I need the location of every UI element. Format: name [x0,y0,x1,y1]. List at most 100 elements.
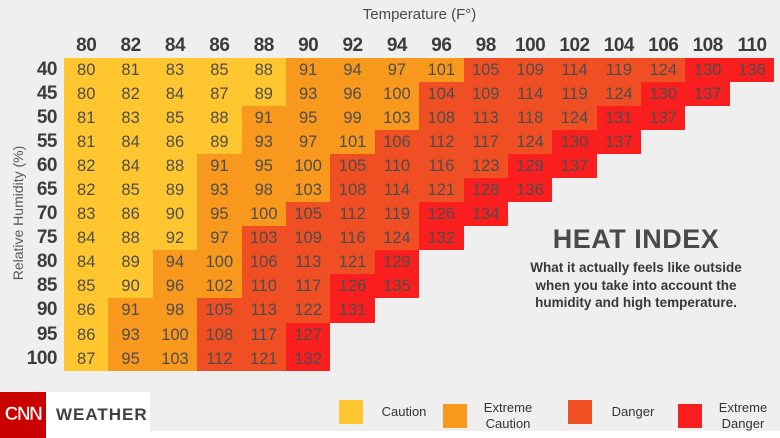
heat-index-cell: 135 [374,274,420,299]
heat-index-cell: 97 [197,226,242,251]
heat-index-cell: 86 [152,130,198,155]
heat-index-cell: 117 [285,274,331,299]
legend-item: Extreme Caution [443,400,540,431]
humidity-row-label: 50 [36,107,58,129]
humidity-row: 100 87 95 103 112 121 132 [0,346,774,371]
heat-index-cell: 130 [685,58,730,83]
heat-index-cell: 124 [596,82,642,107]
heat-index-cell: 101 [330,130,375,155]
humidity-row-label: 95 [36,323,58,345]
heat-index-cell: 121 [330,250,375,275]
heat-index-cell: 93 [241,130,286,155]
heat-index-cell: 126 [330,274,375,299]
heat-index-title: HEAT INDEX [552,224,720,254]
heat-index-cell: 94 [152,250,198,275]
heat-index-cell: 121 [241,346,286,371]
heat-index-cell: 90 [152,202,198,227]
humidity-row: 90 86 91 98 105 113 122 131 [0,298,774,323]
heat-index-cell: 114 [552,58,597,83]
heat-index-cell: 89 [197,130,242,155]
heat-index-cell: 91 [285,58,331,83]
heat-index-cell: 81 [64,130,109,155]
heat-index-cell: 108 [330,178,375,203]
humidity-row-label: 60 [36,155,58,177]
heat-index-cell: 126 [419,202,464,227]
humidity-row: 60 82 84 88 91 95 100 105 110 116 123 129 137 [0,154,774,179]
legend-label: Caution [381,404,427,420]
heat-index-cell: 82 [108,82,153,107]
humidity-row: 45 80 82 84 87 89 93 96 100 104 109 114 119 124 130 137 [0,82,774,107]
heat-index-cell: 81 [108,58,153,83]
temp-header-cell: 110 [737,35,767,56]
humidity-row: 85 85 90 96 102 110 117 126 135 [0,274,774,299]
heat-index-cell: 85 [108,178,153,203]
heat-index-cell: 104 [419,82,464,107]
humidity-row-label: 80 [36,251,58,273]
heat-index-cell: 116 [330,226,375,251]
heat-index-cell: 117 [463,130,508,155]
heat-index-cell: 129 [507,154,553,179]
heat-index-cell: 93 [285,82,331,107]
heat-index-cell: 84 [64,226,109,251]
temp-header-cell: 108 [692,35,724,56]
temp-header-cell: 82 [120,35,142,56]
heat-index-cell: 103 [285,178,331,203]
heat-index-cell: 136 [507,178,553,203]
heat-index-cell: 112 [330,202,375,227]
humidity-row-label: 65 [36,179,58,201]
heat-index-cell: 137 [685,82,730,107]
heat-index-cell: 80 [64,82,109,107]
temp-header-cell: 86 [209,35,230,56]
heat-index-cell: 89 [108,250,153,275]
heat-index-cell: 91 [108,298,153,323]
humidity-row: 65 82 85 89 93 98 103 108 114 121 128 136 [0,178,774,203]
heat-index-cell: 102 [197,274,242,299]
legend-swatch [339,400,363,424]
heat-index-cell: 117 [241,322,286,347]
heat-index-cell: 136 [729,58,775,83]
heat-index-cell: 137 [552,154,597,179]
heat-index-cell: 95 [108,346,153,371]
heat-index-cell: 88 [152,154,198,179]
heat-index-cell: 88 [108,226,153,251]
temp-header-cell: 90 [298,35,319,56]
humidity-row: 50 81 83 85 88 91 95 99 103 108 113 118 124 131 137 [0,106,774,131]
humidity-row: 95 86 93 100 108 117 127 [0,322,774,347]
legend-label: Extreme Danger [718,400,768,431]
temp-header-cell: 92 [342,35,363,56]
heat-index-cell: 109 [285,226,331,251]
heat-index-cell: 130 [641,82,686,107]
heat-index-cell: 112 [419,130,464,155]
legend-swatch [443,403,467,428]
temp-header-cell: 106 [648,35,679,56]
temp-header-row: 80 82 84 86 88 90 92 94 96 98 100 102 104 106 108 110 [64,34,774,58]
heat-index-cell: 119 [552,82,597,107]
legend-item: Caution [339,400,436,424]
heat-index-cell: 105 [285,202,331,227]
subtitle-line-3: humidity and high temperature. [535,295,737,311]
heat-index-cell: 88 [241,58,286,83]
legend-label: Extreme Caution [483,400,533,431]
heat-index-cell: 98 [152,298,198,323]
heat-table-body: 40 80 81 83 85 88 91 94 97 101 105 109 114 119 124 130 1… [0,58,775,371]
heat-index-cell: 137 [641,106,686,131]
temp-header-cell: 80 [76,35,97,56]
heat-index-cell: 134 [463,202,508,227]
humidity-row-label: 70 [36,203,58,225]
heat-index-cell: 105 [463,58,508,83]
heat-index-cell: 121 [419,178,464,203]
heat-index-cell: 124 [641,58,686,83]
heat-index-cell: 86 [64,298,109,323]
heat-index-cell: 106 [374,130,420,155]
heat-index-cell: 99 [330,106,375,131]
legend-item: Danger [568,400,665,424]
weather-label: WEATHER [56,405,148,424]
heat-index-cell: 119 [596,58,642,83]
heat-index-cell: 124 [507,130,553,155]
heat-index-cell: 90 [108,274,153,299]
temp-header-cell: 96 [431,35,452,56]
heat-index-cell: 101 [419,58,464,83]
heat-index-cell: 130 [552,130,597,155]
heat-index-cell: 105 [197,298,242,323]
